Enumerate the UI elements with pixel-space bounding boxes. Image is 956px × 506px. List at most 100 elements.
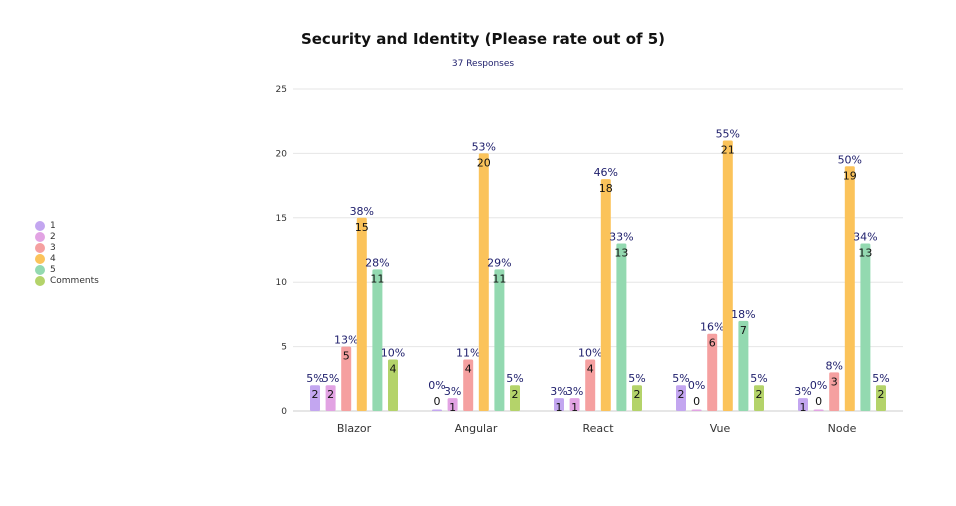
bar[interactable] xyxy=(554,398,564,411)
legend-item[interactable]: 4 xyxy=(35,253,99,264)
bar[interactable] xyxy=(798,398,808,411)
bar-count-label: 2 xyxy=(512,388,519,401)
bar[interactable] xyxy=(325,385,336,411)
bar[interactable] xyxy=(310,385,320,411)
y-tick-label: 20 xyxy=(276,149,288,159)
legend-label: 3 xyxy=(50,242,56,253)
bar-count-label: 2 xyxy=(878,388,885,401)
bar-count-label: 3 xyxy=(831,375,838,388)
bar-percent-label: 8% xyxy=(825,359,842,372)
bar-count-label: 4 xyxy=(465,362,472,375)
bar-percent-label: 5% xyxy=(750,372,767,385)
bar-percent-label: 28% xyxy=(365,256,389,269)
bar-percent-label: 3% xyxy=(794,385,811,398)
bar[interactable] xyxy=(388,359,398,411)
bar[interactable] xyxy=(510,385,520,411)
bar-percent-label: 29% xyxy=(487,256,511,269)
legend-swatch xyxy=(35,253,45,264)
bar-count-label: 4 xyxy=(587,362,594,375)
bar-percent-label: 3% xyxy=(566,385,583,398)
chart-subtitle: 37 Responses xyxy=(451,59,515,69)
bar[interactable] xyxy=(356,217,367,411)
bar-count-label: 2 xyxy=(678,388,685,401)
bar[interactable] xyxy=(372,269,383,411)
legend-label: 2 xyxy=(50,231,56,242)
bar-count-label: 2 xyxy=(312,388,319,401)
legend-item[interactable]: 5 xyxy=(35,264,99,275)
bar-percent-label: 16% xyxy=(700,321,724,334)
bar-count-label: 1 xyxy=(800,401,807,414)
bar-count-label: 2 xyxy=(634,388,641,401)
bar[interactable] xyxy=(478,153,489,411)
bar[interactable] xyxy=(616,243,627,411)
bar[interactable] xyxy=(600,179,611,411)
bar[interactable] xyxy=(447,398,458,411)
legend-label: Comments xyxy=(50,275,99,286)
legend-item[interactable]: 1 xyxy=(35,220,99,231)
bar-count-label: 13 xyxy=(614,247,628,260)
bar-count-label: 7 xyxy=(740,324,747,337)
bar-percent-label: 10% xyxy=(381,346,405,359)
bar-count-label: 15 xyxy=(355,221,369,234)
bar-percent-label: 50% xyxy=(838,153,862,166)
bar-percent-label: 38% xyxy=(350,205,374,218)
bar[interactable] xyxy=(463,359,474,411)
bar-count-label: 0 xyxy=(693,395,700,408)
bar-count-label: 13 xyxy=(858,247,872,260)
bar[interactable] xyxy=(813,409,824,412)
bar-percent-label: 46% xyxy=(594,166,618,179)
bar[interactable] xyxy=(341,346,352,411)
bar-percent-label: 5% xyxy=(628,372,645,385)
bar-count-label: 20 xyxy=(477,156,491,169)
bar[interactable] xyxy=(707,333,718,411)
bar-percent-label: 0% xyxy=(810,379,827,392)
legend-swatch xyxy=(35,220,45,231)
bar[interactable] xyxy=(585,359,596,411)
bar-percent-label: 5% xyxy=(306,372,323,385)
bar-count-label: 19 xyxy=(843,169,857,182)
bar-percent-label: 34% xyxy=(853,231,877,244)
bar[interactable] xyxy=(754,385,764,411)
bar-percent-label: 5% xyxy=(872,372,889,385)
y-tick-label: 0 xyxy=(281,407,287,417)
bar-count-label: 2 xyxy=(756,388,763,401)
bar-percent-label: 18% xyxy=(731,308,755,321)
bar-count-label: 11 xyxy=(370,272,384,285)
bar[interactable] xyxy=(722,140,733,411)
bar[interactable] xyxy=(876,385,886,411)
bar[interactable] xyxy=(569,398,580,411)
bar[interactable] xyxy=(860,243,871,411)
bar-count-label: 2 xyxy=(327,388,334,401)
bar[interactable] xyxy=(632,385,642,411)
x-tick-label: Vue xyxy=(710,422,731,435)
bar[interactable] xyxy=(691,409,702,412)
bar[interactable] xyxy=(829,372,840,411)
bar-percent-label: 10% xyxy=(578,346,602,359)
bar-count-label: 21 xyxy=(721,144,735,157)
legend-swatch xyxy=(35,231,45,242)
legend-swatch xyxy=(35,264,45,275)
bar[interactable] xyxy=(738,320,749,411)
legend-item[interactable]: 2 xyxy=(35,231,99,242)
bar[interactable] xyxy=(432,409,442,412)
x-tick-label: Blazor xyxy=(337,422,372,435)
bar-count-label: 1 xyxy=(556,401,563,414)
bar[interactable] xyxy=(676,385,686,411)
bar-percent-label: 5% xyxy=(322,372,339,385)
bar-count-label: 1 xyxy=(571,401,578,414)
x-tick-label: React xyxy=(582,422,614,435)
bar-percent-label: 33% xyxy=(609,231,633,244)
bar-percent-label: 53% xyxy=(472,140,496,153)
legend-label: 4 xyxy=(50,253,56,264)
bar-percent-label: 3% xyxy=(444,385,461,398)
bar-count-label: 4 xyxy=(390,362,397,375)
bar[interactable] xyxy=(494,269,505,411)
legend-swatch xyxy=(35,275,45,286)
bar-count-label: 5 xyxy=(343,350,350,363)
legend-item[interactable]: Comments xyxy=(35,275,99,286)
bar[interactable] xyxy=(844,166,855,411)
y-tick-label: 15 xyxy=(276,214,287,224)
legend-item[interactable]: 3 xyxy=(35,242,99,253)
bar-count-label: 18 xyxy=(599,182,613,195)
